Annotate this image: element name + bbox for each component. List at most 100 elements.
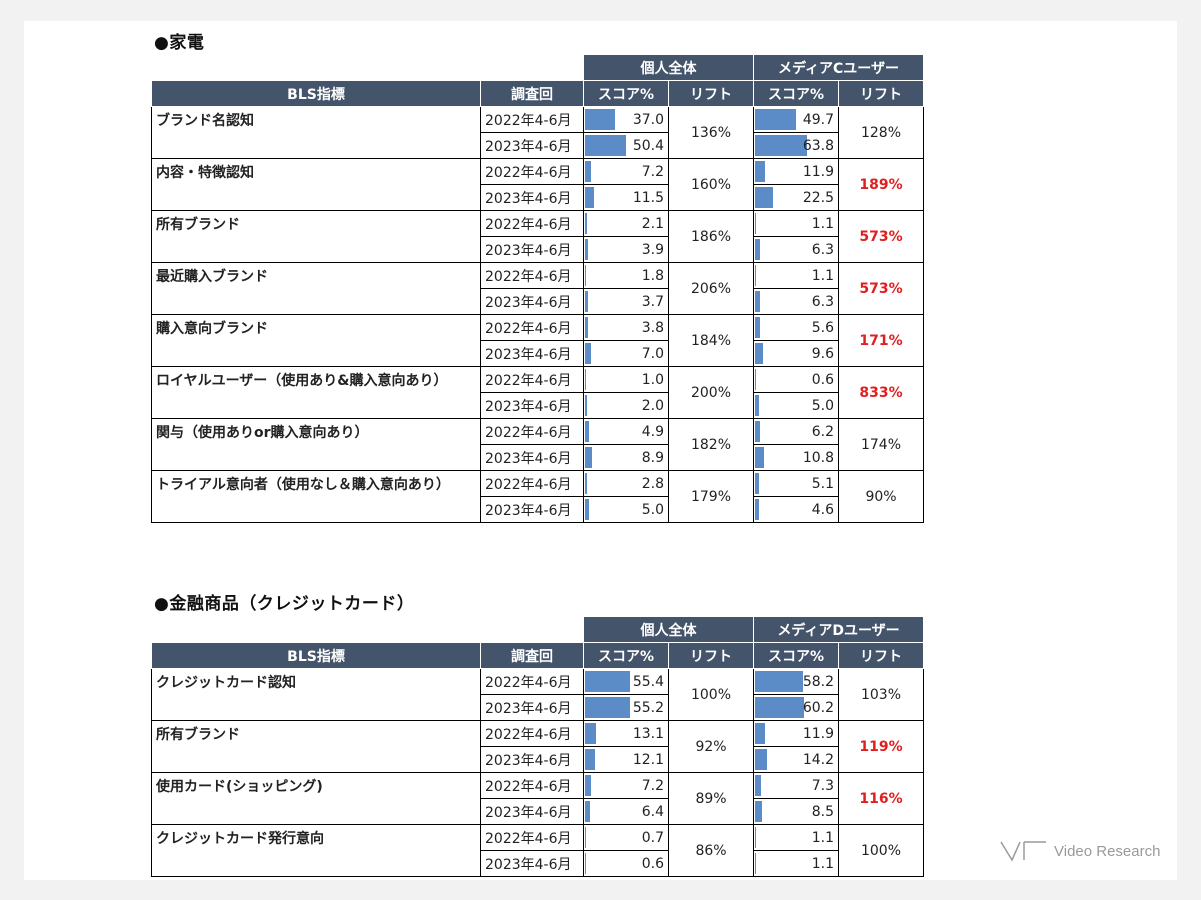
score-bar [755,801,762,822]
score-cell: 6.3 [753,236,839,263]
survey-period: 2022年4-6月 [480,470,584,497]
logo-text: Video Research [1054,842,1161,860]
survey-period: 2023年4-6月 [480,184,584,211]
score-cell: 1.1 [753,262,839,289]
score-value: 10.8 [802,449,834,466]
score-bar [585,135,627,156]
score-cell: 3.9 [583,236,669,263]
lift-value-a: 92% [668,720,754,773]
lift-value-b: 119% [838,720,924,773]
survey-period: 2022年4-6月 [480,668,584,695]
header-blank [151,54,481,81]
score-cell: 7.2 [583,158,669,185]
table-row: 2023年4-6月 0.6 1.1 [152,850,924,877]
score-bar [755,827,756,848]
header-score-a: スコア% [583,80,669,107]
score-value: 6.2 [811,423,834,440]
table-row: 2023年4-6月 8.9 10.8 [152,444,924,471]
score-cell: 55.4 [583,668,669,695]
score-cell: 55.2 [583,694,669,721]
table-row: 所有ブランド 2022年4-6月 13.1 92% 11.9 119% [151,720,924,773]
score-value: 55.4 [632,673,664,690]
survey-period: 2023年4-6月 [480,236,584,263]
score-cell: 2.8 [583,470,669,497]
lift-value-a: 184% [668,314,754,367]
score-cell: 0.6 [753,366,839,393]
score-bar [585,239,589,260]
table-row: トライアル意向者（使用なし＆購入意向あり） 2022年4-6月 2.8 179% 5.1… [151,470,924,523]
score-bar [585,187,595,208]
lift-value-b: 174% [838,418,924,471]
score-value: 49.7 [802,111,834,128]
score-bar [755,135,808,156]
lift-value-a: 89% [668,772,754,825]
score-cell: 49.7 [753,106,839,133]
score-cell: 1.0 [583,366,669,393]
section-title-credit-card: ●金融商品（クレジットカード） [154,594,415,614]
header-blank [480,616,584,643]
score-cell: 63.8 [753,132,839,159]
lift-value-a: 100% [668,668,754,721]
score-bar [585,213,587,234]
score-bar [585,827,586,848]
header-lift-b: リフト [838,642,924,669]
metric-name: クレジットカード発行意向 [151,824,481,877]
score-bar [755,161,765,182]
table-row: 2023年4-6月 3.9 6.3 [152,236,924,263]
score-cell: 11.9 [753,720,839,747]
score-value: 14.2 [802,751,834,768]
table-row: ロイヤルユーザー（使用あり&購入意向あり） 2022年4-6月 1.0 200% 0.6… [151,366,924,419]
score-bar [755,213,756,234]
metric-name: ロイヤルユーザー（使用あり&購入意向あり） [151,366,481,419]
score-bar [755,853,756,874]
survey-period: 2022年4-6月 [480,720,584,747]
score-bar [755,265,756,286]
lift-value-b: 128% [838,106,924,159]
score-bar [585,291,589,312]
survey-period: 2023年4-6月 [480,288,584,315]
score-value: 4.6 [811,501,834,518]
section-title-appliances: ●家電 [154,33,205,53]
survey-period: 2023年4-6月 [480,694,584,721]
score-bar [585,749,595,770]
score-bar [755,291,761,312]
score-value: 22.5 [802,189,834,206]
score-bar [585,265,587,286]
score-value: 50.4 [632,137,664,154]
header-bls-metric: BLS指標 [151,80,481,107]
score-value: 7.2 [641,777,664,794]
score-bar [585,671,631,692]
survey-period: 2023年4-6月 [480,444,584,471]
score-cell: 6.2 [753,418,839,445]
score-value: 5.0 [811,397,834,414]
table-row: 内容・特徴認知 2022年4-6月 7.2 160% 11.9 189% [151,158,924,211]
score-bar [755,473,760,494]
table-row: 購入意向ブランド 2022年4-6月 3.8 184% 5.6 171% [151,314,924,367]
survey-period: 2022年4-6月 [480,262,584,289]
header-lift-a: リフト [668,642,754,669]
score-value: 8.5 [811,803,834,820]
score-bar [755,369,756,390]
score-cell: 2.0 [583,392,669,419]
table-row: 2023年4-6月 5.0 4.6 [152,496,924,523]
score-value: 0.6 [641,855,664,872]
score-bar [755,239,761,260]
score-cell: 5.1 [753,470,839,497]
lift-value-b: 103% [838,668,924,721]
score-value: 12.1 [632,751,664,768]
score-cell: 0.7 [583,824,669,851]
score-bar [585,853,586,874]
header-score-b: スコア% [753,642,839,669]
score-bar [585,499,590,520]
lift-value-a: 86% [668,824,754,877]
score-bar [755,343,763,364]
score-value: 1.1 [811,855,834,872]
score-bar [585,473,588,494]
lift-value-a: 160% [668,158,754,211]
score-value: 7.3 [811,777,834,794]
score-value: 60.2 [802,699,834,716]
table-row: 使用カード(ショッピング) 2022年4-6月 7.2 89% 7.3 116% [151,772,924,825]
lift-value-b: 833% [838,366,924,419]
header-group-a: 個人全体 [583,54,754,81]
score-cell: 6.4 [583,798,669,825]
